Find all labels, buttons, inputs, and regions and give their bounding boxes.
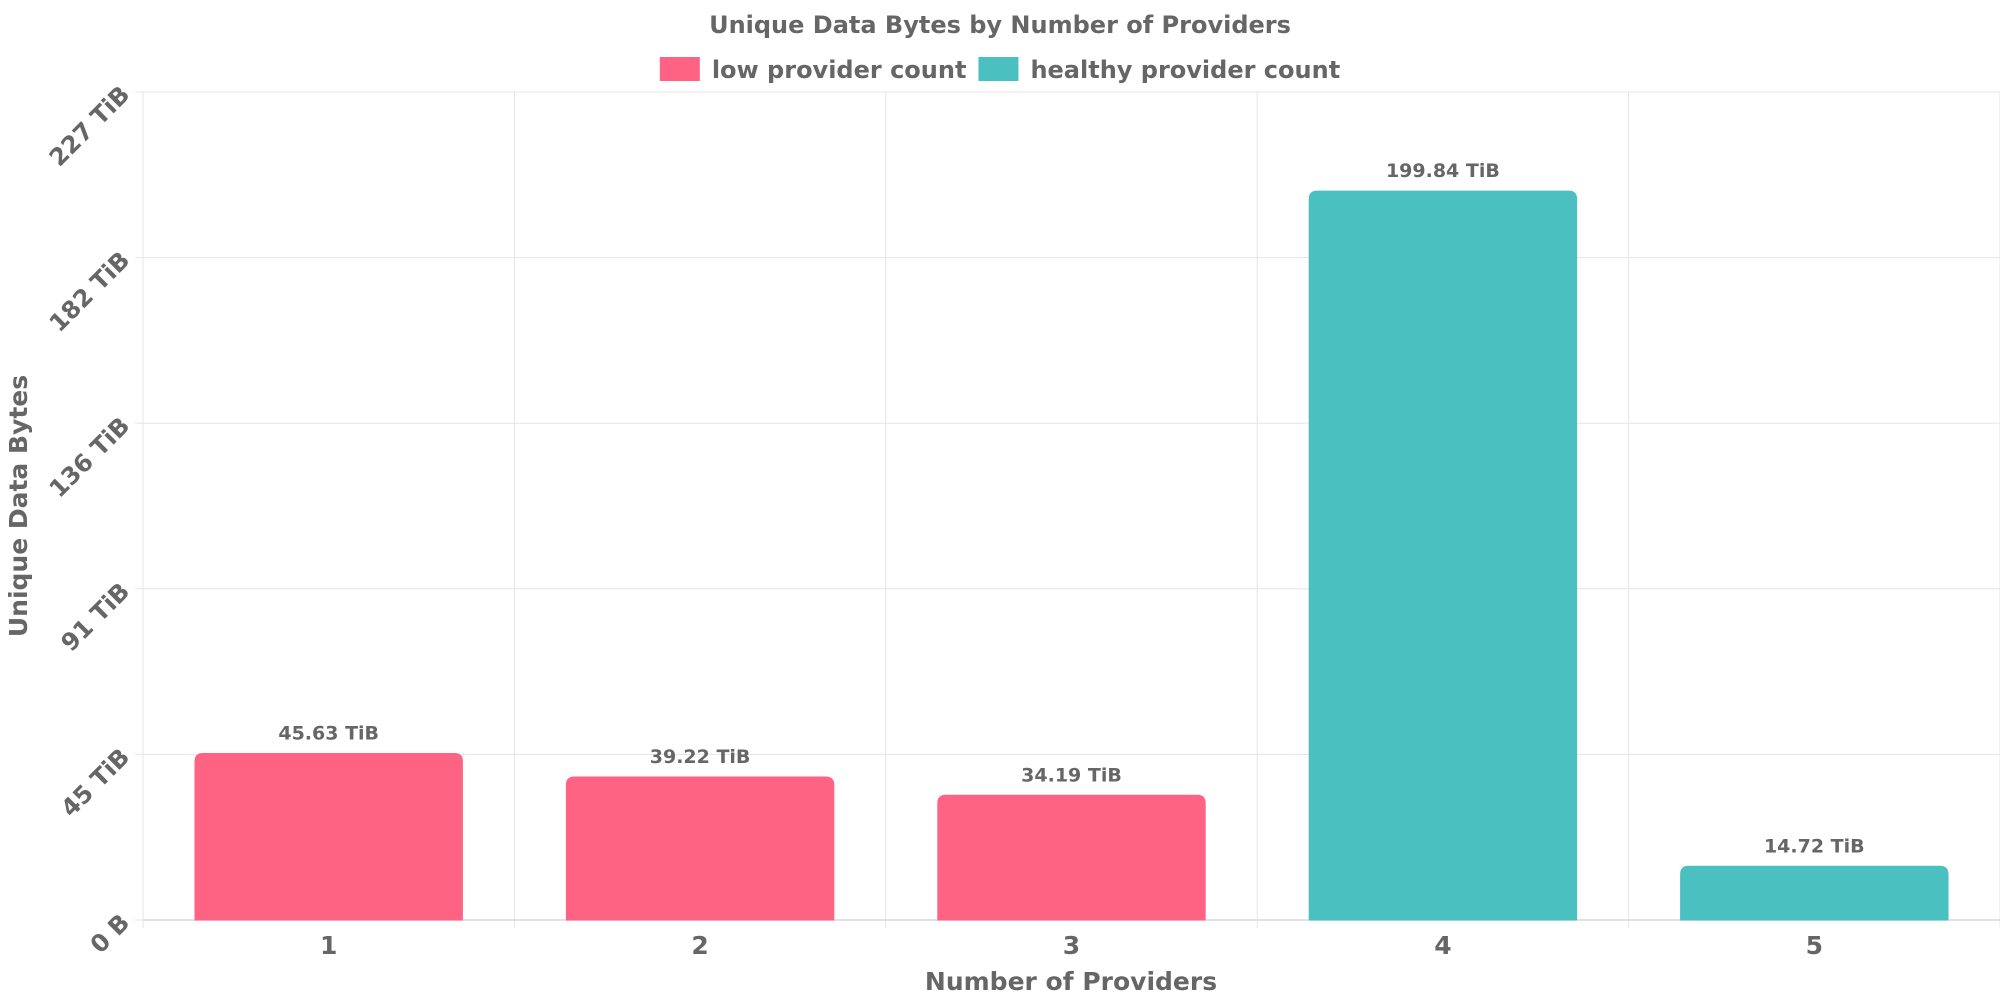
bar-1[interactable] <box>194 753 463 921</box>
x-tick-label: 1 <box>320 931 337 960</box>
y-tick-label: 182 TiB <box>44 246 135 337</box>
bar-value-label: 14.72 TiB <box>1764 835 1865 857</box>
bar-layer <box>194 190 1949 921</box>
bar-value-label: 39.22 TiB <box>650 746 751 768</box>
y-tick-label: 45 TiB <box>56 743 136 823</box>
bar-value-label: 199.84 TiB <box>1386 160 1500 182</box>
bar-3[interactable] <box>937 794 1206 921</box>
bar-5[interactable] <box>1680 865 1949 921</box>
bar-value-label: 45.63 TiB <box>278 723 379 745</box>
y-tick-label: 91 TiB <box>56 577 136 657</box>
bar-2[interactable] <box>565 776 835 921</box>
x-tick-label: 3 <box>1063 931 1080 960</box>
legend-label-healthy[interactable]: healthy provider count <box>1030 56 1340 84</box>
x-tick-label: 2 <box>691 931 708 960</box>
x-tick-label: 5 <box>1806 931 1823 960</box>
legend-label-low[interactable]: low provider count <box>712 56 967 84</box>
legend[interactable]: low provider count healthy provider count <box>659 56 1340 84</box>
x-tick-label: 4 <box>1434 931 1451 960</box>
x-axis-label: Number of Providers <box>925 967 1217 996</box>
legend-swatch-healthy[interactable] <box>978 57 1019 81</box>
y-tick-label: 0 B <box>85 908 135 958</box>
y-axis-label: Unique Data Bytes <box>4 375 33 637</box>
y-tick-label: 227 TiB <box>44 80 135 171</box>
bar-value-label: 34.19 TiB <box>1021 764 1122 786</box>
legend-swatch-low[interactable] <box>659 57 700 81</box>
y-tick-label: 136 TiB <box>44 412 135 503</box>
chart-title: Unique Data Bytes by Number of Providers <box>709 11 1291 39</box>
bar-4[interactable] <box>1308 190 1578 921</box>
